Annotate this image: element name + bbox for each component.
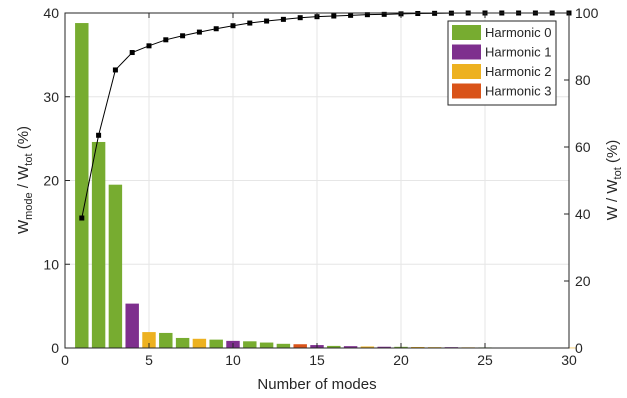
- bar-mode-9: [209, 339, 223, 348]
- x-tick-label: 20: [393, 352, 409, 368]
- bar-mode-18: [360, 346, 375, 348]
- bar-mode-7: [175, 337, 190, 348]
- cumulative-point-6: [163, 37, 169, 43]
- cumulative-point-8: [196, 29, 202, 35]
- x-tick-label: 25: [477, 352, 493, 368]
- bar-mode-6: [159, 332, 173, 348]
- y-right-tick-label: 0: [575, 340, 583, 356]
- bar-mode-2: [91, 141, 106, 348]
- cumulative-point-9: [213, 26, 219, 32]
- bar-mode-16: [327, 345, 341, 348]
- bars: [75, 23, 576, 349]
- x-tick-label: 10: [225, 352, 241, 368]
- cumulative-point-5: [146, 43, 152, 49]
- cumulative-point-3: [112, 67, 118, 73]
- y-right-tick-label: 80: [575, 72, 591, 88]
- cumulative-point-11: [247, 20, 253, 26]
- bar-mode-4: [125, 303, 139, 348]
- x-tick-label: 30: [561, 352, 577, 368]
- cumulative-point-4: [129, 50, 135, 56]
- cumulative-point-12: [264, 18, 270, 24]
- bar-mode-11: [243, 341, 257, 348]
- bar-mode-19: [377, 346, 391, 348]
- y-left-tick-label: 40: [43, 5, 59, 21]
- y-left-tick-label: 10: [43, 256, 59, 272]
- cumulative-point-2: [96, 132, 102, 138]
- y-right-tick-label: 20: [575, 273, 591, 289]
- x-axis-label: Number of modes: [257, 376, 376, 393]
- cumulative-point-10: [230, 23, 236, 29]
- legend-entry: Harmonic 0: [485, 25, 551, 40]
- bar-mode-5: [142, 332, 156, 348]
- cumulative-point-16: [331, 13, 337, 19]
- legend-swatch: [452, 25, 481, 40]
- bar-mode-21: [411, 346, 425, 348]
- cumulative-point-7: [180, 33, 186, 39]
- x-tick-label: 15: [309, 352, 325, 368]
- cumulative-point-19: [381, 11, 387, 17]
- y-left-tick-label: 20: [43, 173, 59, 189]
- bar-mode-12: [259, 342, 274, 348]
- x-tick-label: 0: [61, 352, 69, 368]
- legend-swatch: [452, 64, 481, 79]
- y-right-tick-label: 60: [575, 139, 591, 155]
- y-axis-right-label: W / Wtot (%): [604, 140, 624, 221]
- cumulative-point-21: [415, 11, 421, 17]
- bar-mode-3: [108, 184, 123, 348]
- y-right-tick-label: 100: [575, 5, 599, 21]
- y-left-tick-label: 30: [43, 89, 59, 105]
- grid: [65, 13, 569, 348]
- x-tick-label: 5: [145, 352, 153, 368]
- cumulative-point-18: [364, 12, 370, 18]
- cumulative-point-14: [297, 15, 303, 21]
- x-axis-ticks: 0 5 10 15 20 25 30: [61, 13, 577, 368]
- legend: Harmonic 0 Harmonic 1 Harmonic 2 Harmonic 3: [447, 20, 557, 106]
- bar-mode-13: [276, 343, 291, 348]
- bar-mode-14: [293, 344, 307, 348]
- legend-swatch: [452, 44, 481, 60]
- y-axis-left-ticks: 0 10 20 30 40: [43, 5, 70, 356]
- cumulative-point-17: [348, 12, 354, 18]
- cumulative-point-13: [280, 16, 286, 22]
- bar-mode-17: [343, 346, 358, 348]
- legend-entry: Harmonic 2: [485, 64, 551, 79]
- cumulative-point-1: [79, 215, 85, 221]
- legend-swatch: [452, 83, 481, 99]
- y-axis-right-ticks: 0 20 40 60 80 100: [564, 5, 599, 356]
- y-axis-left-label: Wmode / Wtot (%): [15, 126, 35, 234]
- y-left-tick-label: 0: [51, 340, 59, 356]
- legend-entry: Harmonic 3: [485, 84, 551, 99]
- bar-mode-8: [192, 338, 207, 348]
- y-right-tick-label: 40: [575, 206, 591, 222]
- bar-mode-1: [75, 23, 89, 349]
- legend-entry: Harmonic 1: [485, 45, 551, 60]
